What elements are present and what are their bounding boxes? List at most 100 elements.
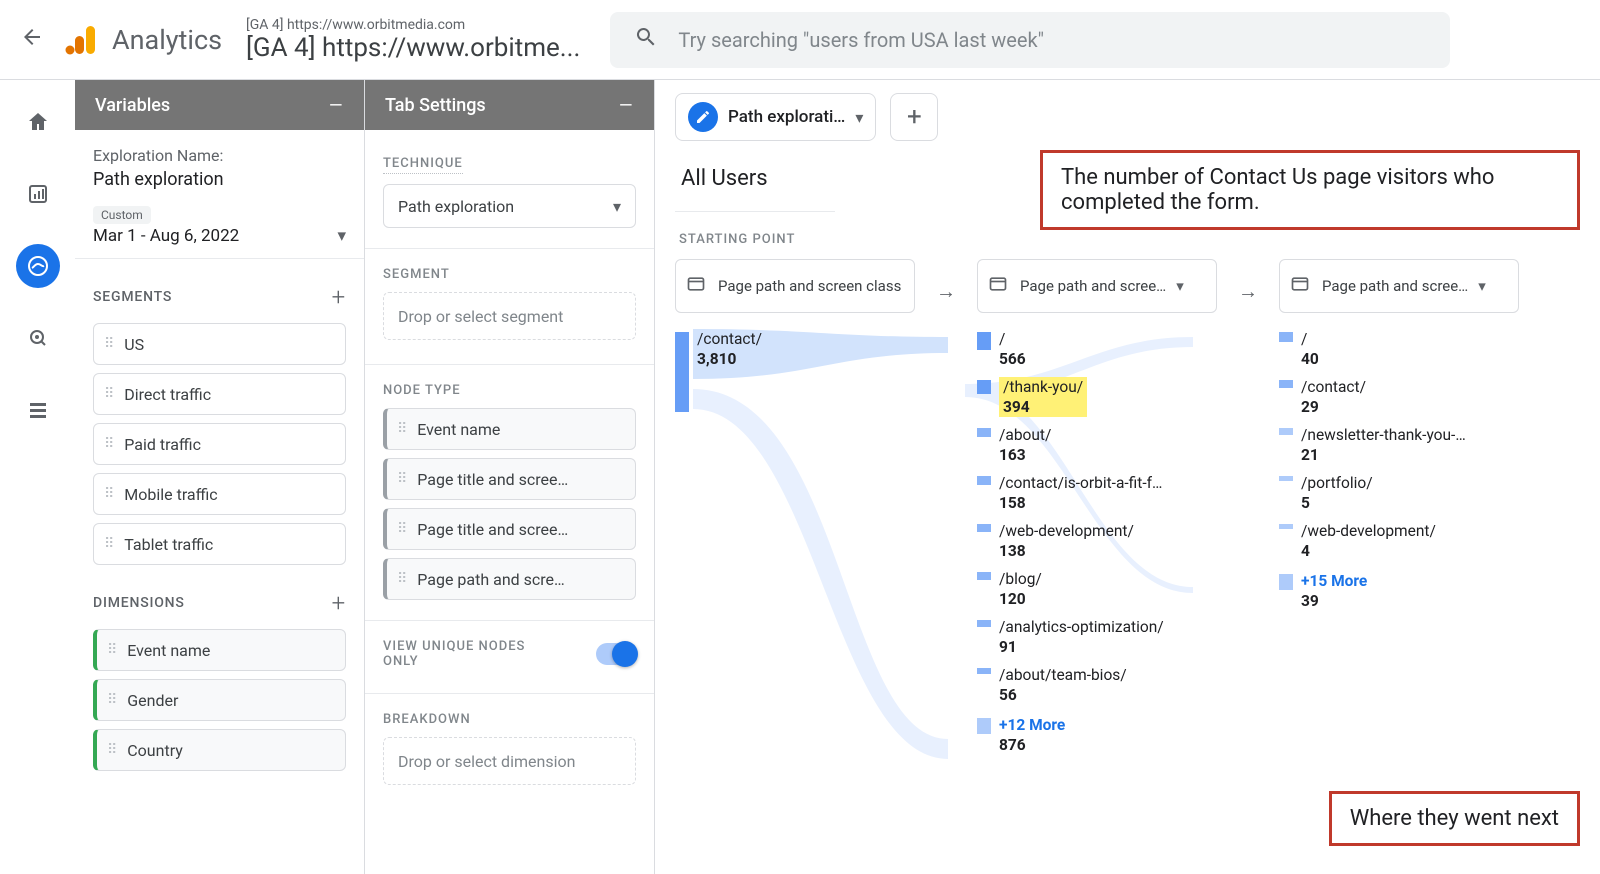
sankey-node[interactable]: /566: [977, 329, 1217, 369]
sankey-more[interactable]: +12 More876: [977, 715, 1217, 755]
left-nav-rail: [0, 80, 75, 874]
sankey-more[interactable]: +15 More 39: [1279, 571, 1519, 611]
nav-advertising-icon[interactable]: [16, 316, 60, 360]
back-arrow-icon[interactable]: [10, 13, 54, 66]
starting-point-label: STARTING POINT: [675, 232, 915, 247]
technique-value: Path exploration: [398, 197, 514, 216]
chip-label: Tablet traffic: [124, 535, 213, 554]
segment-chip[interactable]: ⠿Direct traffic: [93, 373, 346, 415]
sankey-node[interactable]: /blog/120: [977, 569, 1217, 609]
sankey-node[interactable]: /contact/is-orbit-a-fit-f…158: [977, 473, 1217, 513]
sankey-node[interactable]: /web-development/138: [977, 521, 1217, 561]
node-bar-icon: [1279, 524, 1293, 529]
node-bar-icon: [1279, 476, 1293, 481]
nodetype-label: NODE TYPE: [383, 383, 636, 398]
segment-chip[interactable]: ⠿Paid traffic: [93, 423, 346, 465]
nav-reports-icon[interactable]: [16, 172, 60, 216]
top-header: Analytics [GA 4] https://www.orbitmedia.…: [0, 0, 1600, 80]
analytics-logo-icon: [64, 22, 100, 58]
step-arrow-icon: →: [935, 232, 957, 313]
node-bar-icon: [977, 332, 991, 350]
segment-chip[interactable]: ⠿Tablet traffic: [93, 523, 346, 565]
grip-icon: ⠿: [107, 746, 117, 754]
node-path: /web-development/: [1301, 521, 1436, 541]
more-link[interactable]: +12 More: [999, 716, 1065, 734]
sankey-node[interactable]: /newsletter-thank-you-…21: [1279, 425, 1519, 465]
segment-chip[interactable]: ⠿US: [93, 323, 346, 365]
node-value: 39: [1301, 592, 1319, 610]
sankey-node[interactable]: /thank-you/394: [977, 377, 1217, 417]
dimension-chip[interactable]: ⠿Country: [93, 729, 346, 771]
collapse-icon[interactable]: −: [328, 89, 344, 122]
chevron-down-icon: ▾: [1478, 277, 1486, 295]
sankey-node[interactable]: /analytics-optimization/91: [977, 617, 1217, 657]
step-pill-2[interactable]: Page path and scree… ▾: [977, 259, 1217, 313]
sankey-node[interactable]: /40: [1279, 329, 1519, 369]
step-pill-1[interactable]: Page path and screen class: [675, 259, 915, 313]
node-path: /: [999, 329, 1026, 349]
technique-label: TECHNIQUE: [383, 156, 463, 174]
sankey-node[interactable]: /about/163: [977, 425, 1217, 465]
sankey-node[interactable]: /about/team-bios/56: [977, 665, 1217, 705]
sankey-node[interactable]: /portfolio/5: [1279, 473, 1519, 513]
dimension-chip[interactable]: ⠿Gender: [93, 679, 346, 721]
collapse-icon[interactable]: −: [618, 89, 634, 122]
node-value: 40: [1301, 350, 1319, 368]
chip-label: Page title and scree…: [417, 470, 568, 489]
node-value: 120: [999, 590, 1026, 608]
search-input[interactable]: [678, 28, 1426, 52]
more-link[interactable]: +15 More: [1301, 572, 1367, 590]
brand-block[interactable]: Analytics: [64, 22, 222, 58]
segment-drop-target[interactable]: Drop or select segment: [383, 292, 636, 340]
variables-header: Variables −: [75, 80, 364, 130]
node-bar-icon: [977, 380, 991, 394]
search-icon: [634, 25, 658, 55]
segments-list: ⠿US ⠿Direct traffic ⠿Paid traffic ⠿Mobile t…: [93, 323, 346, 565]
date-range-text: Mar 1 - Aug 6, 2022: [93, 226, 239, 246]
date-range-selector[interactable]: Mar 1 - Aug 6, 2022 ▾: [93, 226, 346, 246]
sankey-node[interactable]: /web-development/4: [1279, 521, 1519, 561]
grip-icon: ⠿: [397, 525, 407, 533]
explore-tab[interactable]: Path explorati… ▾: [675, 93, 876, 141]
tab-settings-title: Tab Settings: [385, 95, 486, 116]
node-path: /about/team-bios/: [999, 665, 1127, 685]
sankey-node[interactable]: /contact/3,810: [675, 329, 915, 412]
exploration-name[interactable]: Path exploration: [93, 169, 346, 190]
annotation-2: Where they went next: [1329, 791, 1580, 846]
node-path: /newsletter-thank-you-…: [1301, 425, 1466, 445]
unique-nodes-toggle[interactable]: [596, 643, 636, 665]
chevron-down-icon: ▾: [855, 108, 863, 127]
search-box[interactable]: [610, 12, 1450, 68]
breakdown-drop-target[interactable]: Drop or select dimension: [383, 737, 636, 785]
node-bar-icon: [1279, 332, 1293, 342]
nav-home-icon[interactable]: [16, 100, 60, 144]
property-selector[interactable]: [GA 4] https://www.orbitmedia.com [GA 4]…: [246, 17, 580, 63]
nodetype-chip[interactable]: ⠿Event name: [383, 408, 636, 450]
nav-explore-icon[interactable]: [16, 244, 60, 288]
node-path: /thank-you/: [1003, 377, 1083, 397]
step-pill-3[interactable]: Page path and scree… ▾: [1279, 259, 1519, 313]
node-path: /portfolio/: [1301, 473, 1373, 493]
add-dimension-icon[interactable]: +: [332, 589, 346, 617]
nodetype-chip[interactable]: ⠿Page title and scree…: [383, 458, 636, 500]
dimension-chip[interactable]: ⠿Event name: [93, 629, 346, 671]
technique-select[interactable]: Path exploration ▾: [383, 184, 636, 228]
grip-icon: ⠿: [104, 340, 114, 348]
node-bar-icon: [977, 718, 991, 734]
property-small-text: [GA 4] https://www.orbitmedia.com: [246, 17, 580, 33]
nodetype-chip[interactable]: ⠿Page title and scree…: [383, 508, 636, 550]
sankey-col-3: /40 /contact/29 /newsletter-thank-you-…2…: [1279, 329, 1519, 763]
node-bar-icon: [977, 668, 991, 674]
node-bar-icon: [675, 332, 689, 412]
add-tab-button[interactable]: +: [890, 93, 938, 141]
nav-configure-icon[interactable]: [16, 388, 60, 432]
nodetype-chip[interactable]: ⠿Page path and scre…: [383, 558, 636, 600]
segment-title: All Users: [675, 140, 835, 212]
segment-chip[interactable]: ⠿Mobile traffic: [93, 473, 346, 515]
sankey-node[interactable]: /contact/29: [1279, 377, 1519, 417]
add-segment-icon[interactable]: +: [332, 283, 346, 311]
node-value: 56: [999, 686, 1017, 704]
segments-label: SEGMENTS: [93, 289, 172, 305]
chevron-down-icon: ▾: [1176, 277, 1184, 295]
breakdown-label: BREAKDOWN: [383, 712, 636, 727]
